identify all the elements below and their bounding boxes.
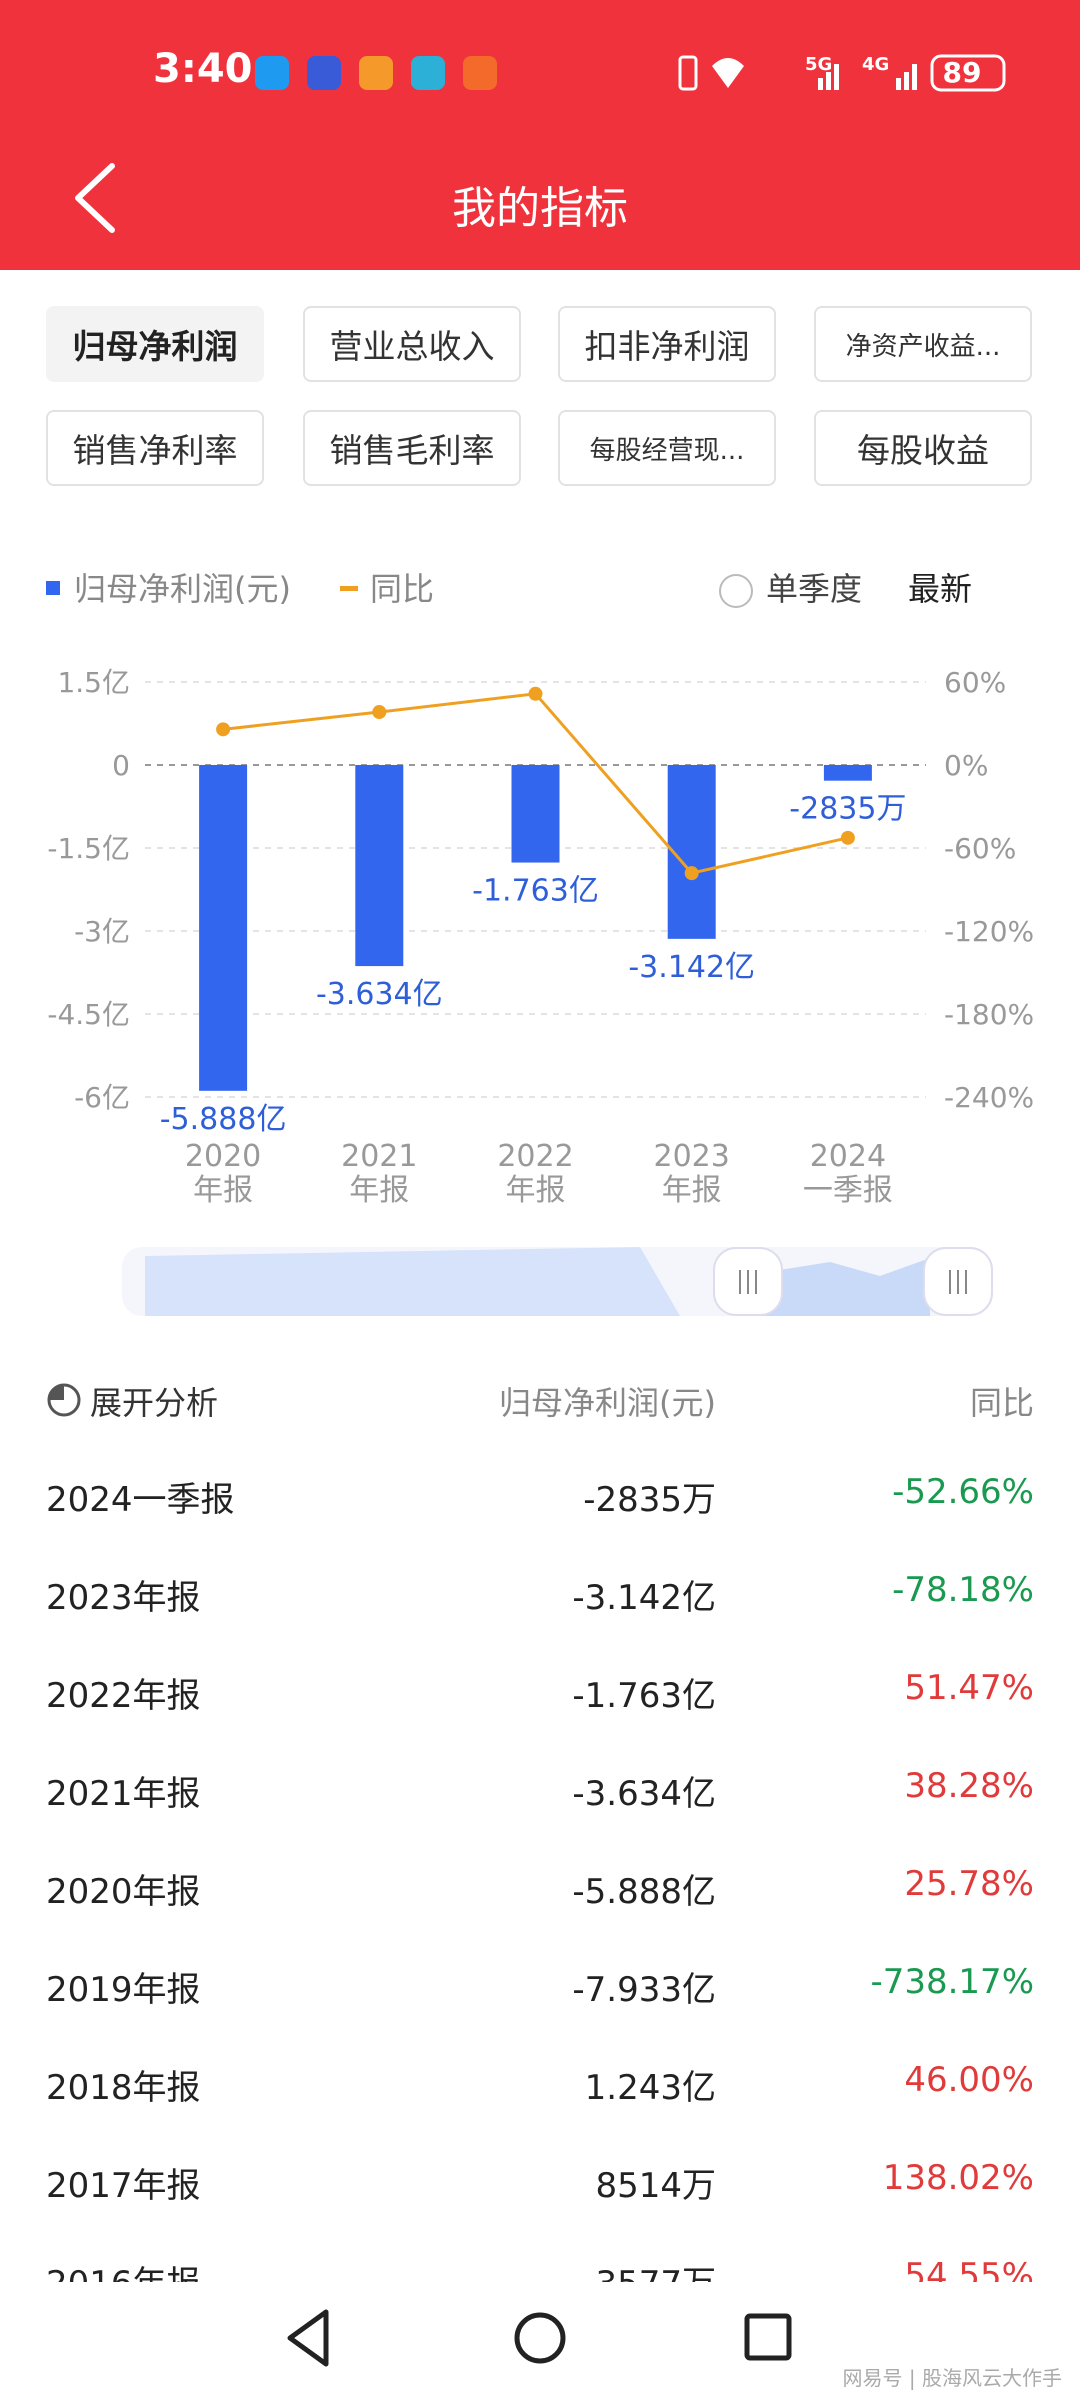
page-title: 我的指标 [452, 183, 628, 234]
legend-label: 归母净利润(元) [74, 570, 291, 608]
range-slider [122, 1247, 993, 1316]
tab[interactable]: 每股收益 [814, 410, 1032, 486]
yoy: 46.00% [904, 2060, 1034, 2100]
y2-tick-label: 60% [944, 666, 1006, 699]
chart: 归母净利润(元) 同比 单季度 最新 1.5亿 0 -1.5亿 -3亿 -4.5亿 -6亿 60% 0… [46, 570, 1034, 1316]
nav-bar [0, 2282, 1080, 2400]
value: -2835万 [583, 1480, 716, 1520]
x-tick-label: 2022 年报 [497, 1139, 574, 1208]
watermark: 网易号 | 股海风云大作手 [842, 2366, 1062, 2390]
y-tick-label: 0 [112, 749, 130, 782]
yoy: 51.47% [904, 1668, 1034, 1708]
value: 8514万 [595, 2166, 716, 2206]
status-icons: 5G 4G 89 [75, 54, 1006, 233]
tab[interactable]: 归母净利润 [46, 306, 264, 382]
bar [667, 765, 716, 939]
bar [199, 765, 248, 1091]
line-point [528, 686, 543, 701]
legend-swatch [46, 581, 60, 595]
network-label: 5G [805, 54, 832, 75]
tab[interactable]: 扣非净利润 [558, 306, 776, 382]
table-header: 归母净利润(元) [499, 1384, 716, 1422]
yoy: 25.78% [904, 1864, 1034, 1904]
period: 2024一季报 [46, 1480, 235, 1520]
nav-recents[interactable] [744, 2313, 792, 2361]
value: 3577万 [595, 2256, 716, 2282]
slider-preview [748, 1258, 930, 1316]
line-point [216, 722, 231, 737]
line-point [684, 866, 699, 881]
yoy: 38.28% [904, 1766, 1034, 1806]
period: 2018年报 [46, 2068, 201, 2108]
value: -1.763亿 [572, 1676, 716, 1716]
bar [511, 765, 560, 863]
x-tick-label: 2021 年报 [341, 1139, 418, 1208]
slider-preview [145, 1247, 680, 1316]
back-button[interactable] [75, 163, 115, 233]
value: -3.142亿 [572, 1578, 716, 1618]
y-tick-label: -6亿 [74, 1081, 130, 1114]
period: 2021年报 [46, 1774, 201, 1814]
value-label: -5.888亿 [160, 1102, 287, 1137]
x-tick-label: 2024 一季报 [802, 1139, 893, 1208]
period: 2020年报 [46, 1872, 201, 1912]
y2-tick-label: 0% [944, 749, 988, 782]
value: -3.634亿 [572, 1774, 716, 1814]
period: 2017年报 [46, 2166, 201, 2206]
period: 2022年报 [46, 1676, 201, 1716]
legend-label: 同比 [370, 570, 434, 608]
bar [355, 765, 404, 967]
value: 1.243亿 [584, 2068, 716, 2108]
yoy: -52.66% [892, 1472, 1034, 1512]
value-label: -2835万 [789, 792, 906, 827]
tab[interactable]: 销售净利率 [46, 410, 264, 486]
value-label: -1.763亿 [472, 874, 599, 909]
analysis-icon[interactable] [44, 1380, 84, 1420]
battery-level: 89 [943, 56, 982, 89]
y2-tick-label: -180% [944, 998, 1034, 1031]
y2-tick-label: -240% [944, 1081, 1034, 1114]
single-quarter-radio[interactable] [719, 574, 753, 608]
y2-tick-label: -120% [944, 915, 1034, 948]
value-label: -3.142亿 [628, 950, 755, 985]
x-tick-label: 2020 年报 [184, 1139, 262, 1208]
nav-back[interactable] [287, 2309, 329, 2367]
period: 2023年报 [46, 1578, 201, 1618]
y-tick-label: -3亿 [74, 915, 130, 948]
network-label: 4G [862, 54, 889, 75]
yoy: -78.18% [892, 1570, 1034, 1610]
yoy: 54.55% [904, 2256, 1034, 2282]
status-time: 3:40 [153, 46, 253, 92]
table-header[interactable]: 展开分析 [90, 1384, 219, 1422]
yoy: 138.02% [882, 2158, 1034, 2198]
table-header: 同比 [969, 1384, 1034, 1422]
yoy: -738.17% [870, 1962, 1034, 2002]
value: -7.933亿 [572, 1970, 716, 2010]
nav-home[interactable] [514, 2312, 566, 2364]
y-tick-label: -1.5亿 [47, 832, 130, 865]
tab[interactable]: 营业总收入 [303, 306, 521, 382]
x-tick-label: 2023 年报 [653, 1139, 730, 1208]
tab[interactable]: 每股经营现... [558, 410, 776, 486]
value-label: -3.634亿 [316, 977, 443, 1012]
tab[interactable]: 销售毛利率 [303, 410, 521, 486]
period: 2019年报 [46, 1970, 201, 2010]
period: 2016年报 [46, 2256, 201, 2282]
bar [823, 765, 872, 781]
single-quarter-label: 单季度 [766, 570, 862, 608]
y-tick-label: -4.5亿 [47, 998, 130, 1031]
latest-label[interactable]: 最新 [908, 570, 972, 608]
data-table: 展开分析 归母净利润(元) 同比 2024一季报 -2835万 -52.66% 2023年报… [0, 1360, 1080, 2282]
y2-tick-label: -60% [944, 832, 1016, 865]
y-tick-label: 1.5亿 [57, 666, 130, 699]
legend-swatch [340, 586, 358, 591]
line-point [840, 830, 855, 845]
line-point [372, 705, 387, 720]
top-bar [0, 0, 1080, 270]
tab[interactable]: 净资产收益... [814, 306, 1032, 382]
value: -5.888亿 [572, 1872, 716, 1912]
